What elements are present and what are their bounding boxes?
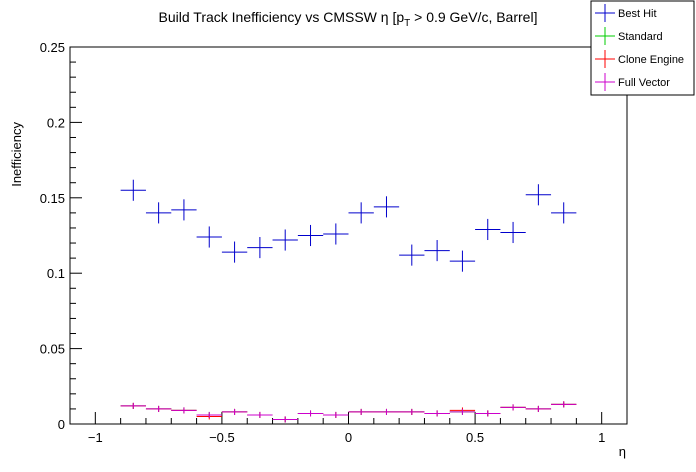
- data-point: [525, 184, 552, 206]
- y-tick-label: 0.1: [47, 266, 65, 281]
- data-point: [424, 410, 450, 417]
- series-layer: [120, 179, 577, 423]
- data-point: [323, 223, 349, 245]
- chart-title: Build Track Inefficiency vs CMSSW η [pT …: [159, 9, 538, 29]
- series-3: [120, 401, 577, 423]
- data-point: [525, 405, 552, 412]
- series-0: [120, 179, 577, 272]
- data-point: [221, 408, 248, 415]
- data-point: [475, 218, 501, 241]
- legend-entry: Clone Engine: [595, 50, 684, 68]
- data-point: [348, 202, 374, 224]
- x-tick-label: −0.5: [209, 430, 235, 445]
- y-axis-label: Inefficiency: [9, 122, 24, 187]
- data-point: [348, 408, 374, 415]
- x-axis: −1 −0.5 0 0.5 1: [69, 412, 628, 445]
- legend-entry: Standard: [595, 27, 663, 45]
- legend-label: Best Hit: [618, 8, 657, 20]
- data-point: [551, 202, 577, 224]
- data-point: [196, 226, 222, 248]
- data-point: [247, 411, 273, 418]
- data-point: [449, 408, 476, 415]
- data-point: [500, 221, 526, 244]
- data-point: [247, 237, 273, 259]
- legend-entry: Best Hit: [595, 4, 657, 22]
- data-point: [551, 401, 577, 408]
- y-tick-label: 0: [58, 417, 65, 432]
- data-point: [145, 202, 172, 224]
- data-point: [399, 408, 425, 415]
- x-tick-label: 1: [598, 430, 605, 445]
- y-axis: 0 0.05 0.1 0.15 0.2 0.25: [40, 40, 82, 432]
- data-point: [449, 250, 476, 272]
- data-point: [272, 229, 298, 251]
- data-point: [297, 224, 324, 247]
- x-tick-label: 0.5: [466, 430, 484, 445]
- data-point: [272, 416, 298, 423]
- data-point: [120, 402, 146, 409]
- y-tick-label: 0.05: [40, 342, 65, 357]
- legend-label: Standard: [618, 31, 663, 43]
- data-point: [196, 411, 222, 418]
- data-point: [399, 244, 425, 266]
- data-point: [171, 199, 197, 221]
- data-point: [500, 404, 526, 411]
- x-tick-label: 0: [345, 430, 352, 445]
- legend: Best Hit Standard Clone Engine Full Vector: [590, 0, 695, 96]
- data-point: [475, 410, 501, 417]
- legend-label: Full Vector: [618, 77, 670, 89]
- legend-label: Clone Engine: [618, 54, 684, 66]
- data-point: [221, 241, 248, 263]
- data-point: [424, 240, 450, 262]
- data-point: [373, 408, 400, 415]
- data-point: [323, 411, 349, 418]
- data-point: [145, 405, 172, 412]
- y-tick-label: 0.25: [40, 40, 65, 55]
- data-point: [171, 407, 197, 414]
- x-axis-label: η: [619, 444, 626, 459]
- data-point: [120, 179, 146, 201]
- legend-box: [590, 0, 695, 96]
- data-point: [297, 410, 324, 417]
- data-point: [373, 196, 400, 218]
- y-tick-label: 0.15: [40, 191, 65, 206]
- x-tick-label: −1: [88, 430, 103, 445]
- legend-entry: Full Vector: [595, 73, 670, 91]
- y-tick-label: 0.2: [47, 115, 65, 130]
